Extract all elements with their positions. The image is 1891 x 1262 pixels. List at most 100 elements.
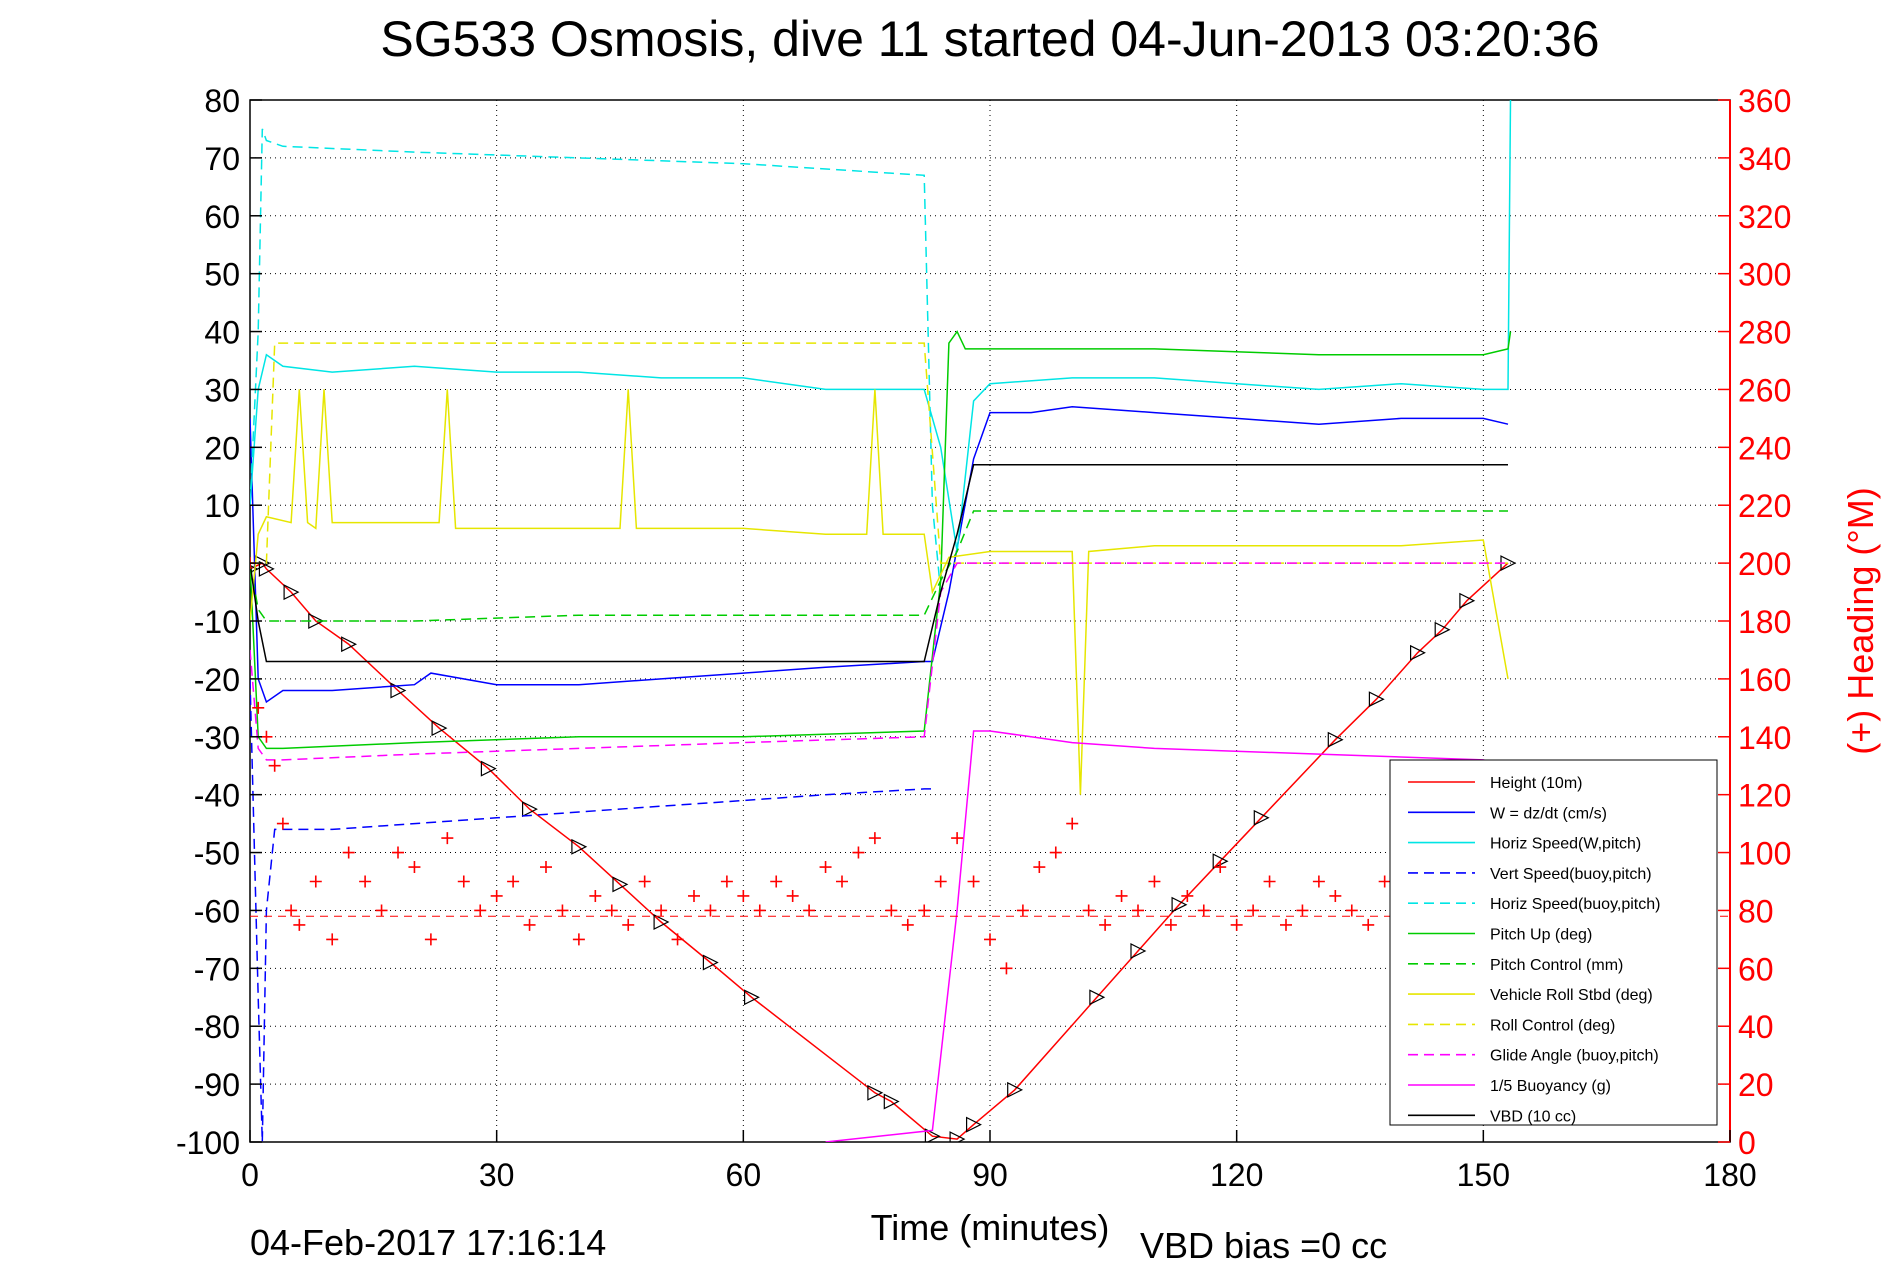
heading-point [1280, 918, 1292, 931]
heading-point [1263, 875, 1276, 888]
heading-point [737, 889, 750, 902]
footer-bias: VBD bias =0 cc [1140, 1225, 1387, 1262]
y-tick-label: -100 [176, 1125, 240, 1161]
y-tick-label: 30 [204, 372, 240, 408]
heading-point [556, 904, 569, 917]
heading-point [688, 889, 700, 902]
y-tick-label: 70 [204, 141, 240, 177]
right-tick-label: 20 [1738, 1067, 1774, 1103]
heading-point [918, 904, 931, 917]
y-tick-label: 20 [204, 430, 240, 466]
heading-point [638, 875, 651, 888]
series-glide-angle-buoy-pitch [250, 562, 1508, 761]
right-tick-label: 0 [1738, 1125, 1756, 1161]
heading-point [540, 861, 552, 874]
right-tick-label: 120 [1738, 778, 1791, 814]
right-tick-label: 40 [1738, 1009, 1774, 1045]
legend-label-roll-control-deg: Roll Control (deg) [1490, 1017, 1615, 1034]
series-height-10m [250, 555, 1517, 1142]
right-tick-label: 140 [1738, 720, 1791, 756]
heading-point [523, 918, 536, 931]
heading-point [622, 918, 635, 931]
legend-label-horiz-speed-w-pitch: Horiz Speed(W,pitch) [1490, 836, 1641, 853]
heading-point [1033, 861, 1046, 874]
heading-point [885, 904, 898, 917]
heading-point [967, 875, 980, 888]
heading-point [1099, 918, 1112, 931]
y-tick-label: -60 [194, 893, 240, 929]
heading-point [507, 875, 520, 888]
heading-point [441, 832, 454, 845]
x-tick-label: 60 [726, 1157, 762, 1193]
y-tick-label: -10 [194, 604, 240, 640]
heading-point [1016, 904, 1029, 917]
series-1-5-buoyancy-g [825, 730, 1509, 1142]
heading-point [984, 933, 996, 946]
heading-point [260, 730, 273, 743]
right-tick-label: 260 [1738, 372, 1791, 408]
right-tick-label: 80 [1738, 893, 1774, 929]
right-tick-label: 100 [1738, 836, 1791, 872]
heading-point [720, 875, 733, 888]
heading-point [704, 904, 717, 917]
heading-point [605, 904, 618, 917]
y-tick-label: 40 [204, 315, 240, 351]
heading-point [1164, 918, 1177, 931]
right-tick-label: 180 [1738, 604, 1791, 640]
tick-layer: 0 30 60 90 120 150 18080706050403020100-10-20-… [176, 83, 1791, 1193]
heading-point [1132, 904, 1144, 917]
right-tick-label: 160 [1738, 662, 1791, 698]
heading-point [268, 759, 281, 772]
heading-point [1049, 846, 1062, 859]
heading-point [934, 875, 947, 888]
heading-point [252, 701, 265, 714]
heading-point [1329, 889, 1342, 902]
heading-point [852, 846, 865, 859]
y-tick-label: -40 [194, 778, 240, 814]
y-tick-label: 80 [204, 83, 240, 119]
heading-point [836, 875, 848, 888]
x-tick-label: 120 [1210, 1157, 1263, 1193]
heading-point [1148, 875, 1161, 888]
heading-point [819, 861, 832, 874]
legend-label-height-10m: Height (10m) [1490, 775, 1582, 792]
heading-point [753, 904, 766, 917]
heading-point [359, 875, 372, 888]
x-tick-label: 0 [241, 1157, 259, 1193]
series-roll-control-deg [250, 342, 1508, 564]
heading-point [490, 889, 503, 902]
x-tick-label: 90 [972, 1157, 1008, 1193]
right-tick-label: 280 [1738, 315, 1791, 351]
chart-title: SG533 Osmosis, dive 11 started 04-Jun-20… [380, 11, 1599, 67]
footer-date: 04-Feb-2017 17:16:14 [250, 1222, 606, 1262]
right-tick-label: 320 [1738, 199, 1791, 235]
heading-point [276, 817, 289, 830]
heading-point [342, 846, 355, 859]
series-vehicle-roll-stbd-deg [250, 389, 1509, 795]
legend-label-pitch-up-deg: Pitch Up (deg) [1490, 927, 1592, 944]
heading-point [285, 904, 298, 917]
x-axis-label: Time (minutes) [871, 1207, 1110, 1248]
heading-point [901, 918, 914, 931]
heading-point [1000, 962, 1013, 975]
legend-label-vbd-10-cc: VBD (10 cc) [1490, 1108, 1576, 1125]
heading-point [1115, 889, 1128, 902]
heading-point [803, 904, 816, 917]
y-tick-label: -30 [194, 720, 240, 756]
heading-point [1247, 904, 1260, 917]
legend-box [1389, 759, 1718, 1126]
heading-point [868, 832, 881, 845]
legend-label-vert-speed-buoy-pitch: Vert Speed(buoy,pitch) [1490, 866, 1652, 883]
heading-point [572, 933, 585, 946]
y-tick-label: 10 [204, 488, 240, 524]
x-tick-label: 30 [479, 1157, 515, 1193]
heading-point [1345, 904, 1358, 917]
y-tick-label: -80 [194, 1009, 240, 1045]
heading-point [408, 861, 421, 874]
heading-point [786, 889, 799, 902]
y-tick-label: 60 [204, 199, 240, 235]
y-tick-label: -50 [194, 836, 240, 872]
right-tick-label: 220 [1738, 488, 1791, 524]
heading-point [1312, 875, 1325, 888]
